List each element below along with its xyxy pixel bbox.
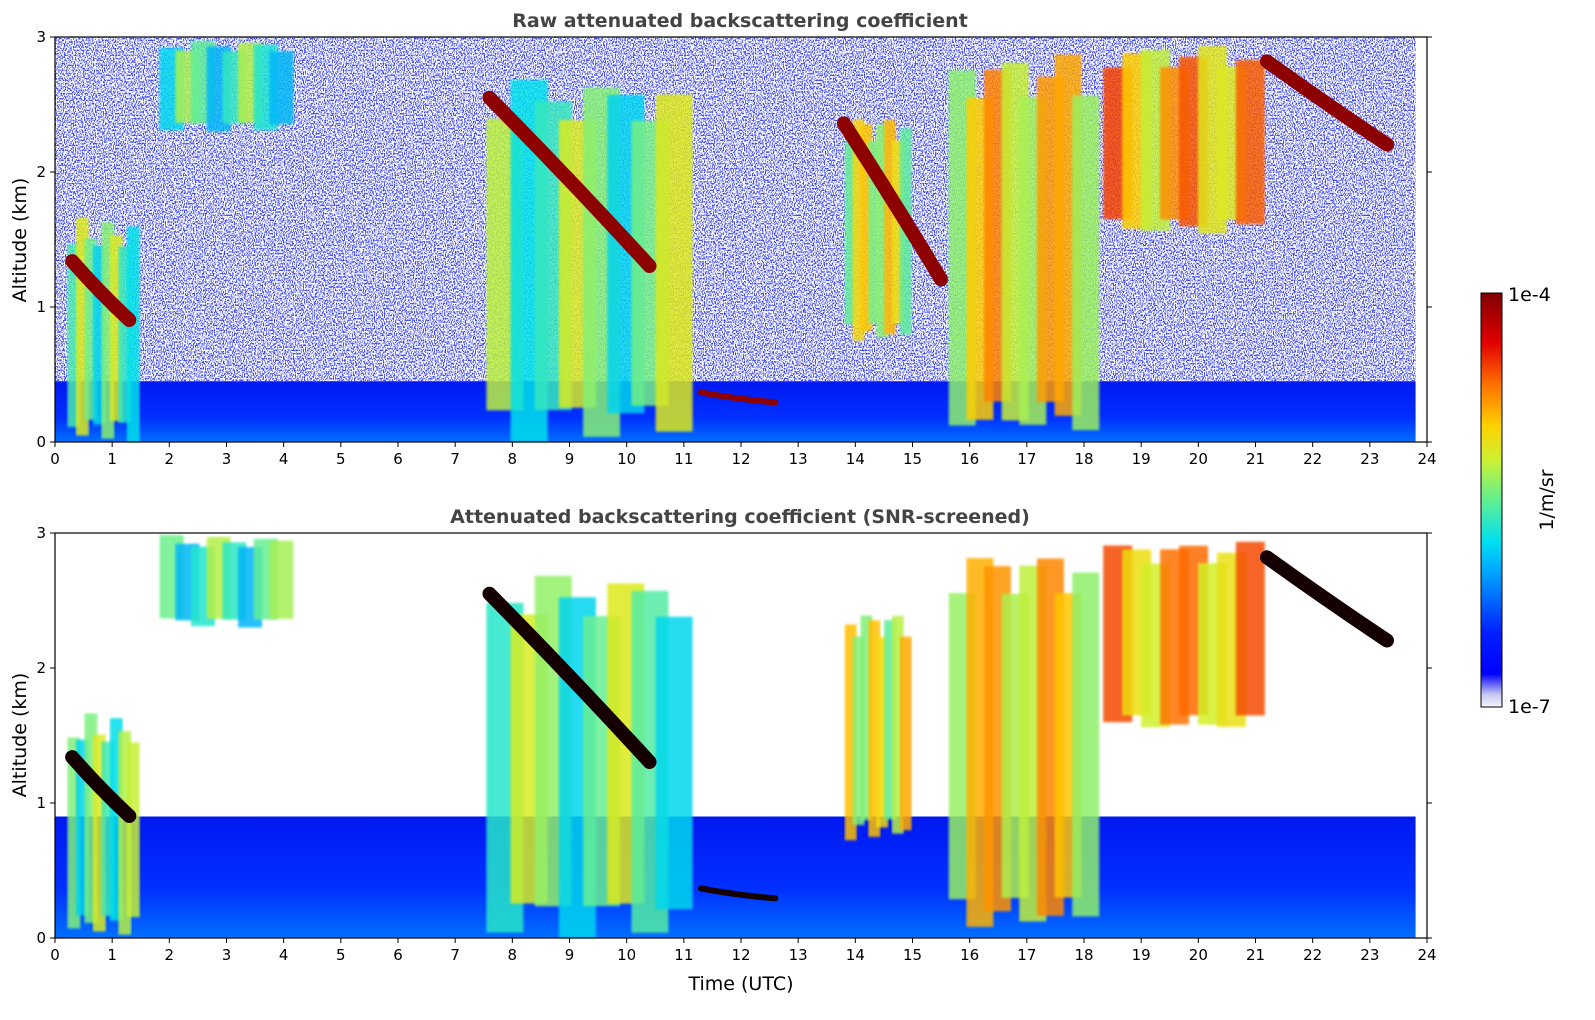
x-tick-label: 22 (1303, 946, 1322, 964)
heatmap-cloud-plume-8-streak-7 (1072, 572, 1100, 917)
heatmap-dense-cloud-6 (697, 885, 779, 902)
x-tick-label: 17 (1017, 946, 1036, 964)
heatmap-cloud-plume-5-streak-7 (655, 94, 693, 432)
heatmap-cloud-plume-9-streak-7 (1235, 541, 1265, 716)
panel-screened-ticks: 0 1 2 3 4 5 6 7 8 9 10 11 12 13 14 15 16 17 18 19 20 21 22 23 24… (36, 524, 1436, 964)
y-tick-label: 3 (36, 524, 46, 542)
x-tick-label: 9 (565, 450, 575, 468)
x-tick-label: 1 (107, 946, 117, 964)
x-tick-label: 9 (565, 946, 575, 964)
x-tick-label: 10 (617, 450, 636, 468)
colorbar-gradient (1480, 292, 1503, 708)
heatmap-cirrus-4-streak-7 (269, 51, 294, 125)
x-tick-label: 11 (674, 946, 693, 964)
x-tick-label: 0 (50, 450, 60, 468)
x-tick-label: 20 (1189, 946, 1208, 964)
panel-screened-title: Attenuated backscattering coefficient (S… (450, 506, 1030, 528)
x-tick-label: 23 (1360, 450, 1379, 468)
x-tick-label: 12 (731, 946, 750, 964)
heatmap-dense-cloud-2 (65, 750, 137, 823)
y-tick-label: 2 (36, 659, 46, 677)
panel-screened: Attenuated backscattering coefficient (S… (9, 506, 1437, 995)
x-tick-label: 7 (450, 946, 460, 964)
heatmap-cloud-plume-11-streak-7 (1235, 59, 1265, 225)
y-tick-label: 1 (36, 298, 46, 316)
heatmap-dense-cloud-6 (482, 90, 657, 273)
heatmap-dense-cloud-9 (836, 116, 949, 287)
heatmap-dense-cloud-3 (65, 254, 137, 327)
x-tick-label: 24 (1417, 946, 1436, 964)
x-tick-label: 18 (1074, 450, 1093, 468)
panel-screened-xlabel: Time (UTC) (687, 973, 793, 995)
y-tick-label: 0 (36, 433, 46, 451)
heatmap-cloud-plume-4-streak-7 (655, 616, 693, 910)
y-tick-label: 2 (36, 163, 46, 181)
heatmap-aerosol-layer-0 (55, 816, 1416, 938)
panel-screened-ylabel: Altitude (km) (9, 673, 31, 798)
x-tick-label: 13 (789, 450, 808, 468)
x-tick-label: 8 (508, 450, 518, 468)
panel-screened-heatmap (55, 535, 1416, 938)
x-tick-label: 19 (1132, 450, 1151, 468)
heatmap-dense-cloud-7 (697, 389, 779, 406)
x-tick-label: 3 (222, 450, 232, 468)
heatmap-dense-cloud-12 (1259, 54, 1394, 152)
x-tick-label: 13 (789, 946, 808, 964)
x-tick-label: 21 (1246, 946, 1265, 964)
x-tick-label: 11 (674, 450, 693, 468)
y-tick-label: 1 (36, 794, 46, 812)
panel-raw: Raw attenuated backscattering coefficien… (9, 10, 1437, 468)
x-tick-label: 0 (50, 946, 60, 964)
x-tick-label: 8 (508, 946, 518, 964)
x-tick-label: 14 (846, 946, 865, 964)
colorbar-min-label: 1e-7 (1508, 696, 1551, 718)
x-tick-label: 16 (960, 450, 979, 468)
heatmap-cloud-plume-1-streak-7 (126, 742, 140, 918)
x-tick-label: 5 (336, 450, 346, 468)
panel-raw-ticks: 0 1 2 3 4 5 6 7 8 9 10 11 12 13 14 15 16 17 18 19 20 21 22 23 24… (36, 28, 1436, 468)
y-tick-label: 0 (36, 929, 46, 947)
x-tick-label: 20 (1189, 450, 1208, 468)
x-tick-label: 15 (903, 450, 922, 468)
panel-raw-ylabel: Altitude (km) (9, 178, 31, 303)
x-tick-label: 18 (1074, 946, 1093, 964)
panel-raw-heatmap (55, 37, 1416, 442)
x-tick-label: 1 (107, 450, 117, 468)
panel-raw-title: Raw attenuated backscattering coefficien… (512, 10, 968, 32)
y-tick-label: 3 (36, 28, 46, 46)
x-tick-label: 6 (393, 450, 403, 468)
x-tick-label: 24 (1417, 450, 1436, 468)
heatmap-dense-cloud-10 (1259, 550, 1394, 648)
x-tick-label: 6 (393, 946, 403, 964)
x-tick-label: 4 (279, 946, 289, 964)
heatmap-dense-cloud-5 (482, 586, 657, 769)
x-tick-label: 15 (903, 946, 922, 964)
colorbar: 1e-4 1e-7 1/m/sr (1480, 284, 1558, 718)
heatmap-aerosol-layer-0 (55, 381, 1416, 442)
heatmap-cloud-plume-10-streak-7 (1072, 95, 1100, 431)
x-tick-label: 12 (731, 450, 750, 468)
x-tick-label: 14 (846, 450, 865, 468)
x-tick-label: 7 (450, 450, 460, 468)
x-tick-label: 5 (336, 946, 346, 964)
colorbar-max-label: 1e-4 (1508, 284, 1551, 306)
x-tick-label: 22 (1303, 450, 1322, 468)
heatmap-cloud-plume-2-streak-7 (126, 226, 140, 442)
x-tick-label: 3 (222, 946, 232, 964)
x-tick-label: 23 (1360, 946, 1379, 964)
x-tick-label: 17 (1017, 450, 1036, 468)
x-tick-label: 4 (279, 450, 289, 468)
x-tick-label: 2 (165, 450, 175, 468)
heatmap-cloud-plume-7-streak-7 (899, 636, 912, 831)
heatmap-cirrus-3-streak-7 (269, 540, 294, 619)
colorbar-unit-label: 1/m/sr (1536, 469, 1558, 530)
x-tick-label: 21 (1246, 450, 1265, 468)
x-tick-label: 19 (1132, 946, 1151, 964)
x-tick-label: 10 (617, 946, 636, 964)
x-tick-label: 2 (165, 946, 175, 964)
x-tick-label: 16 (960, 946, 979, 964)
